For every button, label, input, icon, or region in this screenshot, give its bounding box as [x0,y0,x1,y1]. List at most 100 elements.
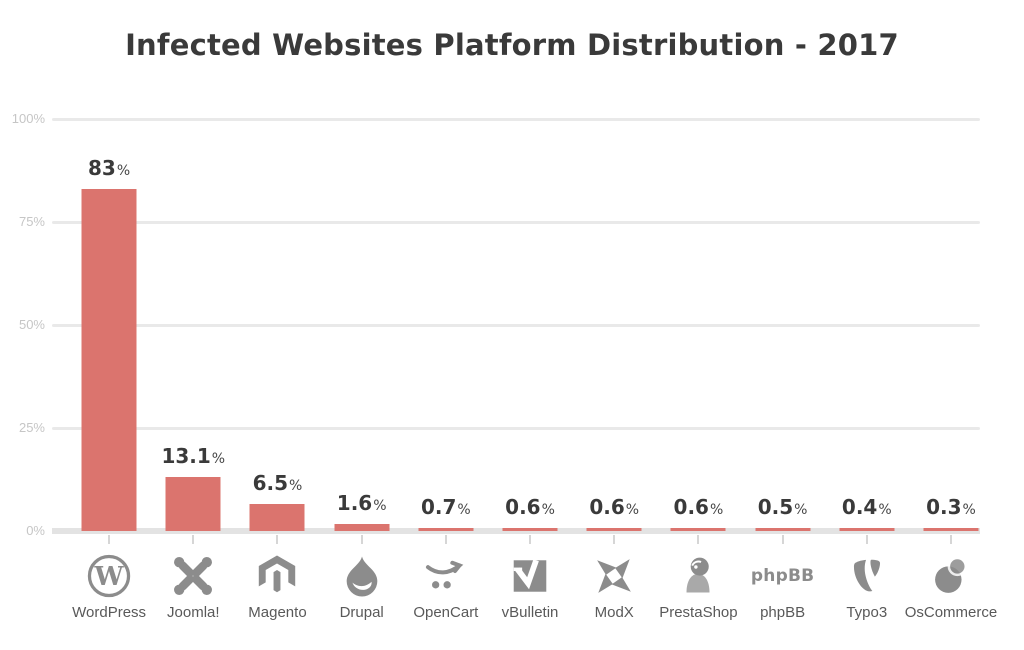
y-axis-tick-label: 75% [18,214,45,229]
magento-icon [253,552,301,600]
bar-value-unit: % [878,501,892,518]
bar [586,527,642,531]
oscommerce-icon [927,552,975,600]
bar-column-wordpress: 83% W WordPress [67,119,151,621]
bar [418,527,474,531]
bar [165,477,221,531]
x-axis-tick [192,535,195,544]
bar-value-unit: % [962,501,976,518]
joomla-icon [169,552,217,600]
bar-value-label: 0.6% [589,496,639,521]
bar-value-number: 83 [88,156,116,181]
bar-value-number: 0.4 [841,494,878,519]
category-label: phpBB [760,604,806,621]
vbulletin-icon [506,552,554,600]
wordpress-icon: W [85,552,133,600]
typo3-icon [843,552,891,600]
bar-value-number: 13.1 [161,444,211,469]
bar [923,527,979,531]
plot-area: 0% 25% 50% 75% 100% 83% W WordPress 13.1% Joomla… [12,111,997,621]
bars-layer: 83% W WordPress 13.1% Joomla! 6.5% Magento 1.6%… [67,119,997,622]
category-label: OpenCart [413,604,479,621]
bar-value-label: 0.5% [758,496,808,521]
bar-value-unit: % [373,498,387,515]
phpbb-logo-text: phpBB [750,566,815,586]
bar-column-typo3: 0.4% Typo3 [825,119,909,621]
bar-value-label: 0.6% [505,496,555,521]
modx-icon [590,552,638,600]
svg-text:W: W [94,562,125,592]
bar-value-number: 1.6 [336,491,373,516]
x-axis-tick [613,535,616,544]
y-axis-tick-label: 0% [26,523,45,538]
bar-value-label: 0.3% [926,496,976,521]
bar-value-number: 0.6 [673,494,709,519]
x-axis-tick [529,535,532,544]
bar-value-number: 0.7 [420,494,457,519]
category-label: Joomla! [167,604,220,621]
bar-column-magento: 6.5% Magento [235,119,319,621]
prestashop-icon [674,552,722,600]
x-axis-tick [360,535,363,544]
bar [249,504,305,531]
bar-value-unit: % [211,451,226,468]
gridline-75 [52,220,980,224]
bar-value-number: 6.5 [252,471,289,496]
bar-column-drupal: 1.6% Drupal [320,119,404,621]
bar-value-number: 0.5 [757,494,794,519]
bar-column-joomla: 13.1% Joomla! [151,119,235,621]
bar-value-unit: % [289,478,303,495]
bar [839,527,895,531]
bar-value-label: 1.6% [337,492,387,517]
y-axis-tick-label: 25% [18,420,45,435]
category-label: Typo3 [846,604,888,621]
bar-value-label: 0.7% [421,496,471,521]
x-axis-tick [444,535,447,544]
bar-value-unit: % [709,501,724,518]
bar-value-label: 0.4% [842,496,892,521]
bar-value-unit: % [541,501,555,518]
bar-value-label: 0.6% [674,496,724,521]
y-axis-tick-label: 50% [18,317,45,332]
gridline-50 [52,323,980,327]
bar-column-opencart: 0.7% OpenCart [404,119,488,622]
bar-column-vbulletin: 0.6% vBulletin [488,119,572,622]
bar-column-modx: 0.6% ModX [572,119,656,621]
phpbb-icon: phpBB [751,552,814,600]
bar-value-label: 83% [88,157,130,182]
bar-value-number: 0.3 [926,494,962,519]
category-label: Drupal [339,604,384,621]
category-label: OsCommerce [904,604,998,621]
x-axis-tick [865,535,868,544]
bar-value-unit: % [625,501,640,518]
bar-value-unit: % [794,501,808,518]
bar-value-number: 0.6 [589,494,625,519]
y-axis-tick-label: 100% [11,111,45,126]
bar [502,527,558,531]
bar [81,189,137,531]
opencart-icon [422,552,470,600]
bar-column-prestashop: 0.6% PrestaShop [656,119,740,622]
bar-value-label: 13.1% [161,445,225,470]
category-label: vBulletin [501,604,559,621]
bar [670,527,726,531]
bar-value-number: 0.6 [505,494,541,519]
chart-title: Infected Websites Platform Distribution … [125,28,899,62]
x-axis-tick [781,535,784,544]
x-axis-tick [276,535,279,544]
x-axis-tick [108,535,111,544]
category-label: Magento [248,604,307,621]
gridline-25 [52,426,980,430]
bar-value-label: 6.5% [253,472,303,497]
bar-column-phpbb: 0.5% phpBB phpBB [741,119,825,622]
category-label: PrestaShop [659,604,738,621]
bar-value-unit: % [457,501,471,518]
bar [334,524,390,531]
bar [755,527,811,531]
bar-value-unit: % [116,163,131,180]
gridline-0 [52,528,980,534]
drupal-icon [338,552,386,600]
category-label: WordPress [72,604,147,621]
x-axis-tick [949,535,952,544]
